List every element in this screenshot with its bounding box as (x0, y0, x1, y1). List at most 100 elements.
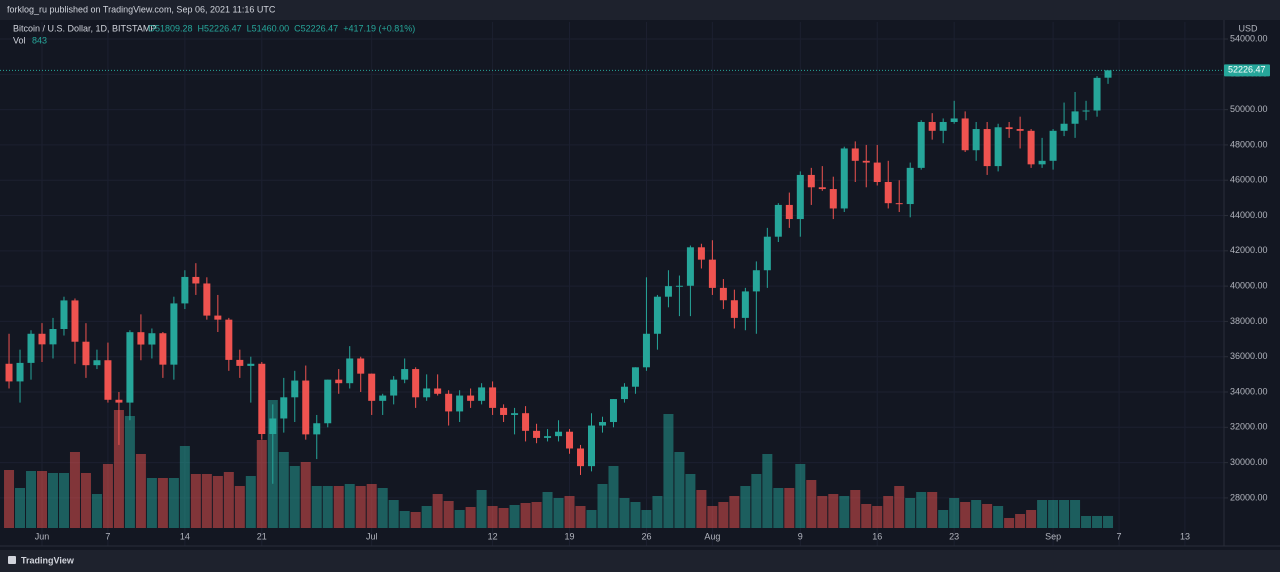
candle-body (214, 315, 222, 320)
candle-body (324, 379, 332, 424)
y-tick-label: 36000.00 (1230, 351, 1268, 361)
candle-body (104, 360, 112, 400)
candle-body (16, 362, 24, 382)
volume-bar (300, 462, 311, 528)
volume-bar (256, 440, 267, 528)
tradingview-logo: TradingView (8, 555, 75, 565)
candle-body (1016, 129, 1024, 131)
candle-body (1104, 70, 1112, 78)
candle-body (434, 388, 442, 394)
candle-body (807, 174, 815, 188)
candle-body (467, 395, 475, 401)
volume-bar (1004, 518, 1015, 528)
volume-bar (520, 503, 531, 528)
candle-body (906, 167, 914, 205)
candle-body (258, 363, 266, 435)
volume-bar (916, 492, 927, 528)
volume-bar (993, 506, 1004, 528)
candle-body (555, 431, 563, 437)
candle-body (917, 121, 925, 168)
volume-bar (443, 501, 454, 528)
candle-body (148, 333, 156, 345)
x-tick-label: 12 (488, 531, 498, 541)
candle-body (939, 121, 947, 131)
candle-body (796, 174, 804, 220)
candle-body (401, 369, 409, 380)
candle-body (631, 367, 639, 387)
candle-body (192, 276, 200, 284)
volume-bar (861, 504, 872, 528)
candle-body (829, 189, 837, 209)
candle-body (27, 333, 35, 363)
volume-bar (630, 502, 641, 528)
volume-bar (575, 506, 586, 528)
volume-bar (344, 484, 355, 528)
volume-bar (47, 473, 58, 528)
legend-ohlc-value: H52226.47 (198, 23, 242, 33)
x-tick-label: Sep (1045, 531, 1061, 541)
volume-bar (234, 486, 245, 528)
volume-bar (432, 494, 443, 528)
candle-body (741, 291, 749, 318)
volume-bar (157, 478, 168, 528)
candle-body (708, 259, 716, 288)
candle-body (577, 448, 585, 467)
candle-body (950, 118, 958, 122)
legend-ohlc-value: O51809.28 (148, 23, 193, 33)
volume-bar (333, 486, 344, 528)
volume-bar (784, 488, 795, 528)
x-tick-label: 19 (565, 531, 575, 541)
x-tick-label: 7 (105, 531, 110, 541)
volume-bar (1048, 500, 1059, 528)
volume-bar (454, 510, 465, 528)
volume-bar (905, 498, 916, 528)
y-tick-label: 30000.00 (1230, 457, 1268, 467)
candle-body (752, 270, 760, 292)
candle-body (203, 283, 211, 316)
last-price-label: 52226.47 (1228, 65, 1266, 75)
volume-bar (4, 470, 15, 528)
candle-body (5, 363, 13, 382)
volume-bar (289, 466, 300, 528)
volume-bar (586, 510, 597, 528)
volume-bar (15, 488, 26, 528)
candle-body (82, 341, 90, 366)
volume-bar (806, 480, 817, 528)
volume-bar (179, 446, 190, 528)
volume-bar (938, 510, 949, 528)
x-tick-label: 21 (257, 531, 267, 541)
candle-body (818, 187, 826, 190)
y-tick-label: 38000.00 (1230, 316, 1268, 326)
volume-bar (960, 502, 971, 528)
candle-body (126, 332, 134, 403)
volume-bar (674, 452, 685, 528)
volume-bar (927, 492, 938, 528)
volume-bar (487, 506, 498, 528)
volume-bar (718, 502, 729, 528)
volume-bar (652, 496, 663, 528)
legend-ohlc-value: C52226.47 (294, 23, 338, 33)
candle-body (159, 333, 167, 365)
x-tick-label: Jul (366, 531, 378, 541)
candle-body (379, 395, 387, 401)
y-tick-label: 34000.00 (1230, 386, 1268, 396)
candle-body (247, 363, 255, 366)
candle-body (412, 369, 420, 398)
volume-bar (212, 476, 223, 528)
volume-bar (553, 498, 564, 528)
candle-body (236, 359, 244, 366)
candle-body (302, 380, 310, 435)
volume-bar (740, 486, 751, 528)
candle-body (851, 148, 859, 161)
y-tick-label: 48000.00 (1230, 139, 1268, 149)
candle-body (423, 388, 431, 398)
header-title: forklog_ru published on TradingView.com,… (7, 4, 276, 14)
candle-body (884, 181, 892, 204)
candle-body (1049, 130, 1057, 161)
volume-bar (773, 488, 784, 528)
x-tick-label: 26 (641, 531, 651, 541)
volume-bar (322, 486, 333, 528)
volume-bar (1037, 500, 1048, 528)
